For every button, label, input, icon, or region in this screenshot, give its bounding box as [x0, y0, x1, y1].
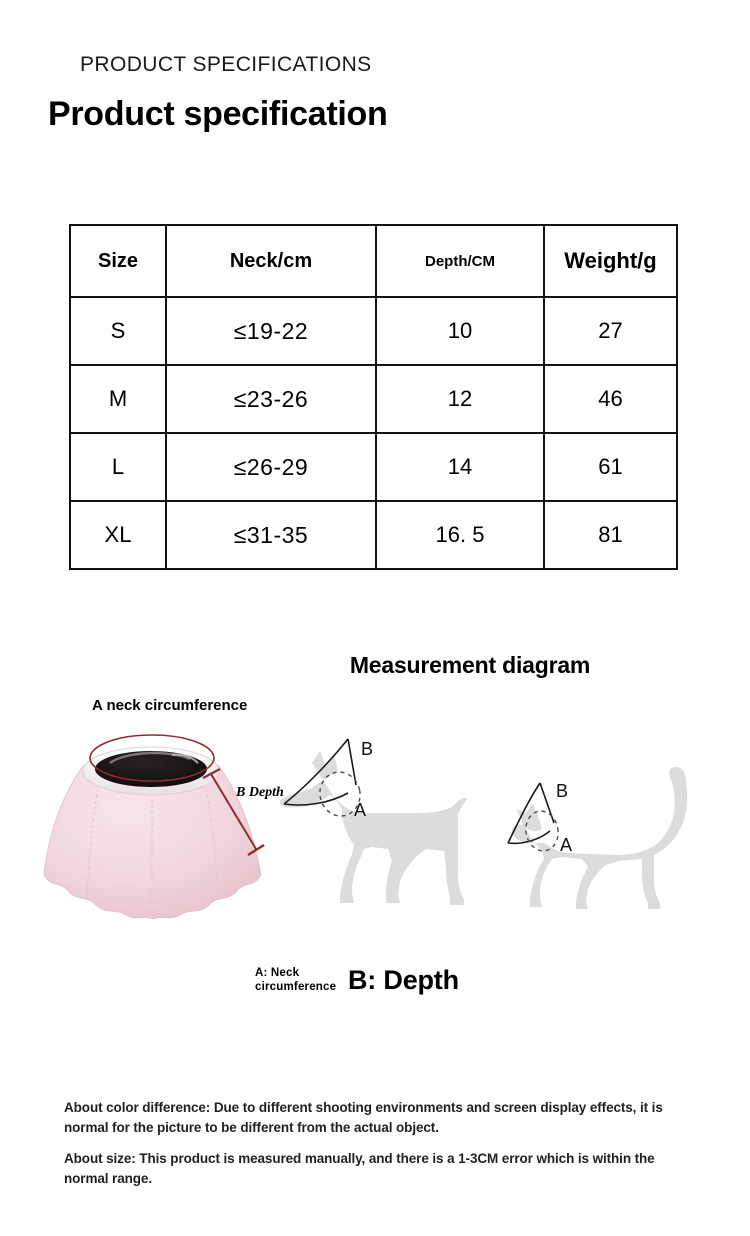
cell-depth: 10 — [375, 296, 545, 366]
legend-depth: B: Depth — [348, 965, 459, 995]
cell-size: M — [69, 364, 167, 434]
table-row: S ≤19-22 10 27 — [69, 296, 678, 366]
cell-weight: 46 — [543, 364, 678, 434]
cell-weight: 61 — [543, 432, 678, 502]
spec-table-container: Size Neck/cm Depth/CM Weight/g S ≤19-22 … — [69, 224, 678, 570]
photo-neck-circumference-label: A neck circumference — [92, 697, 248, 714]
collar-inner-highlight — [109, 751, 191, 765]
cell-neck: ≤31-35 — [165, 500, 377, 570]
table-row: M ≤23-26 12 46 — [69, 364, 678, 434]
note-size-tolerance: About size: This product is measured man… — [64, 1151, 655, 1186]
column-header-neck: Neck/cm — [165, 224, 377, 298]
column-header-weight: Weight/g — [543, 224, 678, 298]
cell-neck: ≤26-29 — [165, 432, 377, 502]
table-row: XL ≤31-35 16. 5 81 — [69, 500, 678, 570]
cell-depth: 14 — [375, 432, 545, 502]
measurement-diagram-title: Measurement diagram — [0, 652, 750, 679]
legend-neck-circumference: A: Neck circumference — [255, 967, 337, 994]
cell-neck: ≤23-26 — [165, 364, 377, 434]
dog-diagram: B A — [268, 723, 498, 923]
cat-marker-b: B — [556, 781, 568, 801]
dog-body — [279, 751, 468, 905]
cone-collar-illustration — [43, 734, 265, 920]
table-row: L ≤26-29 14 61 — [69, 432, 678, 502]
dog-silhouette-illustration: B A — [279, 738, 468, 905]
cell-depth: 16. 5 — [375, 500, 545, 570]
product-photo-cone-collar: B Depth — [40, 725, 290, 935]
diagram-area: B Depth B A — [0, 715, 750, 945]
dog-cone-outline — [283, 738, 357, 806]
dog-marker-b: B — [361, 739, 373, 759]
column-header-depth: Depth/CM — [375, 224, 545, 298]
cat-silhouette-illustration: B A — [507, 767, 688, 909]
cat-diagram: B A — [498, 747, 728, 927]
cat-body — [511, 767, 688, 909]
measurement-diagram-title-text: Measurement diagram — [349, 652, 591, 678]
neck-circumference-annotation-ellipse — [89, 734, 215, 782]
cell-weight: 81 — [543, 500, 678, 570]
dog-marker-a: A — [354, 800, 366, 820]
table-header-row: Size Neck/cm Depth/CM Weight/g — [69, 224, 678, 298]
depth-annotation-arrow — [202, 767, 265, 857]
photo-depth-label: B Depth — [236, 785, 284, 800]
cell-size: S — [69, 296, 167, 366]
collar-strap-hint — [171, 753, 199, 764]
note-color-difference: About color difference: Due to different… — [64, 1100, 663, 1135]
cell-depth: 12 — [375, 364, 545, 434]
cat-marker-a: A — [560, 835, 572, 855]
cat-neck-circumference-ellipse — [525, 810, 559, 852]
footer-notes: About color difference: Due to different… — [64, 1098, 694, 1188]
cell-neck: ≤19-22 — [165, 296, 377, 366]
diagram-legend: A: Neck circumference B: Depth — [0, 960, 750, 1016]
cell-size: L — [69, 432, 167, 502]
eyebrow-heading: PRODUCT SPECIFICATIONS — [80, 53, 372, 76]
cell-weight: 27 — [543, 296, 678, 366]
column-header-size: Size — [69, 224, 167, 298]
spec-table: Size Neck/cm Depth/CM Weight/g S ≤19-22 … — [69, 224, 678, 570]
cell-size: XL — [69, 500, 167, 570]
page-title: Product specification — [48, 95, 388, 133]
dog-neck-circumference-ellipse — [319, 771, 361, 817]
collar-seams — [86, 776, 219, 917]
